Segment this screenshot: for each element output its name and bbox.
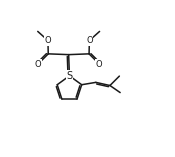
Text: O: O xyxy=(86,36,93,45)
Text: O: O xyxy=(96,60,103,69)
Text: O: O xyxy=(35,60,41,69)
Text: S: S xyxy=(66,71,72,81)
Text: O: O xyxy=(45,36,51,45)
